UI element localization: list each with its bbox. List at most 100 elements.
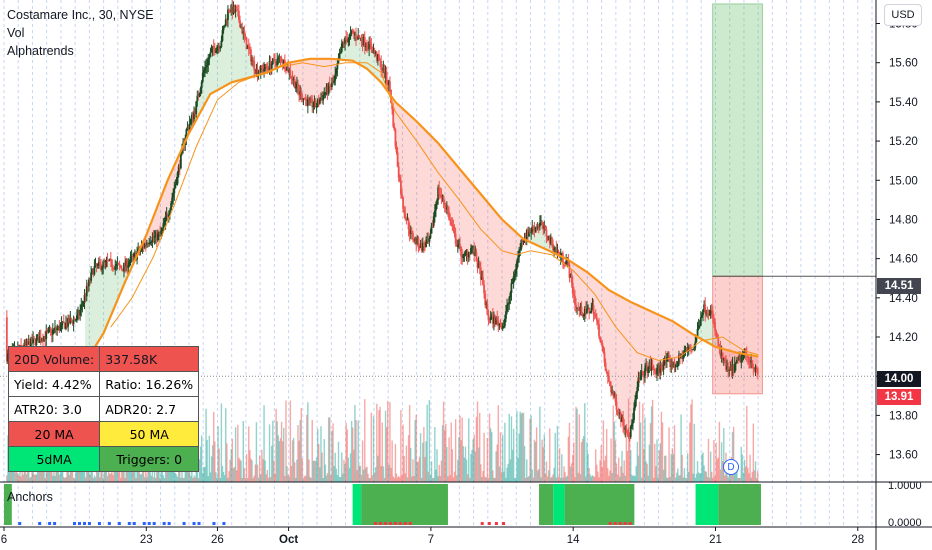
dividend-marker[interactable]: D: [723, 459, 739, 475]
candle-body: [186, 127, 189, 130]
volume-bar: [643, 448, 645, 482]
volume-bar: [221, 466, 224, 482]
candle-body: [280, 58, 283, 62]
volume-bar: [383, 477, 386, 482]
volume-bar: [262, 459, 264, 482]
volume-bar: [30, 476, 32, 482]
candle-body: [660, 365, 663, 369]
candle-body: [652, 367, 655, 371]
candle-body: [130, 256, 133, 258]
ma-cloud-segment: [356, 35, 359, 64]
ma-cloud-segment: [119, 267, 122, 296]
volume-bar: [434, 427, 436, 482]
candle-body: [325, 86, 328, 93]
volume-bar: [505, 477, 507, 482]
volume-bar: [588, 468, 590, 482]
anchor-dot-blue: [132, 522, 136, 525]
candle-body: [84, 294, 87, 297]
volume-bar: [580, 442, 583, 482]
volume-bar: [738, 477, 740, 482]
volume-bar: [348, 467, 351, 482]
ma-cloud-segment: [475, 188, 478, 266]
candle-body: [587, 308, 589, 310]
volume-bar: [260, 474, 262, 482]
candle-body: [386, 80, 389, 85]
candle-body: [356, 38, 359, 40]
candle-body: [188, 123, 191, 130]
ma-cloud-segment: [89, 275, 92, 356]
volume-bar: [424, 457, 426, 482]
volume-indicator-label[interactable]: Vol: [7, 26, 25, 40]
volume-bar: [517, 457, 519, 482]
volume-bar: [522, 412, 525, 482]
candle-body: [336, 63, 339, 70]
ma-cloud-segment: [637, 305, 641, 385]
candle-body: [171, 197, 174, 204]
volume-bar: [628, 433, 631, 482]
ma-cloud-segment: [610, 290, 613, 393]
volume-bar: [216, 477, 218, 482]
volume-bar: [284, 476, 286, 482]
candle-body: [436, 200, 438, 205]
candle-body: [150, 241, 153, 243]
volume-bar: [622, 472, 624, 482]
anchor-dot-red: [383, 522, 387, 525]
volume-bar: [35, 474, 38, 482]
ma50-cell: 50 MA: [99, 421, 200, 447]
ma-cloud-segment: [358, 37, 361, 66]
volume-bar: [721, 461, 724, 482]
volume-bar: [327, 417, 330, 482]
candle-body: [347, 38, 350, 43]
volume-bar: [213, 411, 215, 482]
candle-body: [279, 57, 282, 59]
candle-body: [634, 399, 637, 408]
candle-body: [221, 30, 224, 41]
volume-bar: [223, 475, 226, 482]
candle-body: [250, 49, 252, 62]
candle-body: [424, 246, 426, 248]
volume-bar: [474, 451, 477, 482]
candle-body: [636, 386, 639, 393]
candle-body: [254, 70, 257, 74]
candle-body: [173, 188, 176, 194]
candle-body: [159, 232, 161, 235]
candle-body: [601, 342, 604, 348]
candles: [5, 0, 759, 442]
candle-body: [430, 225, 433, 234]
volume-bar: [289, 400, 292, 482]
candle-body: [658, 367, 661, 373]
currency-button[interactable]: USD: [884, 4, 922, 26]
candle-body: [707, 313, 710, 315]
anchor-dot-blue: [142, 522, 146, 525]
volume-bar: [538, 469, 540, 482]
candle-body: [35, 337, 38, 346]
volume-bar: [319, 467, 321, 482]
anchor-segment: [564, 484, 635, 525]
volume-bar: [589, 474, 591, 482]
alphatrends-indicator-label[interactable]: Alphatrends: [7, 44, 74, 58]
ma-cloud-segment: [445, 152, 448, 213]
candle-body: [224, 19, 227, 27]
candle-body: [702, 309, 704, 316]
candle-body: [47, 329, 50, 332]
symbol-title[interactable]: Costamare Inc., 30, NYSE: [7, 8, 154, 22]
volume-bar: [426, 404, 428, 482]
candle-body: [417, 237, 420, 248]
volume-bar: [677, 468, 679, 482]
volume-bar: [753, 470, 756, 482]
volume-bar: [670, 454, 672, 482]
volume-bar: [167, 465, 169, 482]
anchor-dot-red: [398, 522, 402, 525]
volume-bar: [25, 474, 28, 482]
candle-body: [383, 67, 386, 78]
volume-bar: [501, 434, 504, 482]
volume-bar: [180, 477, 182, 482]
volume-bar: [297, 425, 299, 482]
candle-body: [274, 58, 276, 63]
volume-bar: [392, 476, 394, 482]
volume-bar: [320, 426, 322, 482]
volume-bar: [542, 447, 544, 482]
volume-bar: [222, 471, 225, 482]
candle-body: [500, 323, 503, 330]
